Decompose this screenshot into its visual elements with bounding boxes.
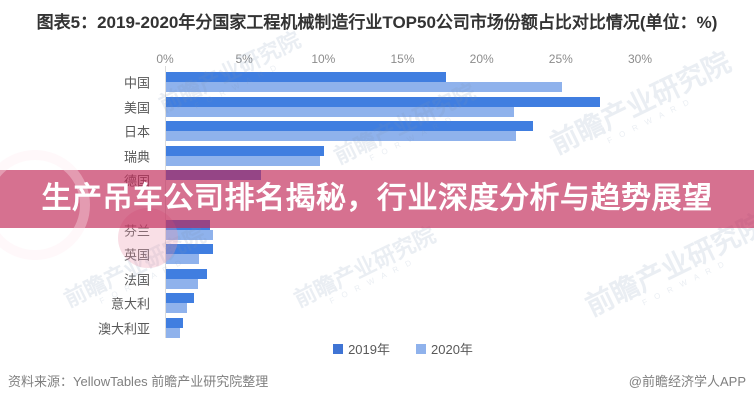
chart-legend: 2019年 2020年 xyxy=(26,339,754,358)
headline-banner xyxy=(0,170,754,228)
bar-2020年-澳大利亚 xyxy=(166,328,181,338)
category-label: 意大利 xyxy=(110,296,150,312)
category-label: 英国 xyxy=(123,247,150,263)
legend-item-2019: 2019年 xyxy=(333,339,390,358)
bar-2019年-美国 xyxy=(166,96,600,107)
bar-2019年-中国 xyxy=(166,72,447,82)
legend-label-2019: 2019年 xyxy=(348,342,390,357)
x-tick-label: 30% xyxy=(627,52,652,66)
x-tick-label: 25% xyxy=(548,52,573,66)
category-label: 澳大利亚 xyxy=(97,321,150,337)
category-label: 瑞典 xyxy=(123,149,150,165)
legend-swatch-2019 xyxy=(333,343,344,354)
category-label: 法国 xyxy=(123,272,150,288)
headline-banner-text: 生产吊车公司排名揭秘，行业深度分析与趋势展望 xyxy=(41,182,713,215)
bar-2020年-法国 xyxy=(166,278,198,289)
legend-label-2020: 2020年 xyxy=(431,342,473,357)
bar-2019年-澳大利亚 xyxy=(166,318,184,328)
legend-item-2020: 2020年 xyxy=(416,339,473,358)
bar-2019年-瑞典 xyxy=(166,145,325,156)
bar-2020年-美国 xyxy=(166,106,515,117)
bar-2020年-芬兰 xyxy=(166,229,214,240)
bar-2020年-中国 xyxy=(166,82,562,92)
category-label: 日本 xyxy=(123,124,150,140)
x-tick-label: 0% xyxy=(156,52,174,66)
bar-2020年-日本 xyxy=(166,131,516,142)
source-text: 资料来源：YellowTables 前瞻产业研究院整理 xyxy=(8,374,269,389)
bar-2020年-瑞典 xyxy=(166,155,320,166)
category-label: 中国 xyxy=(123,75,150,91)
x-tick-label: 15% xyxy=(390,52,415,66)
bar-2019年-日本 xyxy=(166,121,534,132)
credit-text: @前瞻经济学人APP xyxy=(628,374,746,389)
bar-2020年-意大利 xyxy=(166,303,187,314)
x-tick-label: 20% xyxy=(469,52,494,66)
x-tick-label: 10% xyxy=(311,52,336,66)
bar-2019年-法国 xyxy=(166,268,208,279)
chart-title: 图表5：2019-2020年分国家工程机械制造行业TOP50公司市场份额占比对比… xyxy=(36,13,718,32)
bar-2019年-意大利 xyxy=(166,293,195,304)
bar-2020年-英国 xyxy=(166,254,200,265)
legend-swatch-2020 xyxy=(416,343,426,354)
category-label: 美国 xyxy=(123,100,150,116)
x-tick-label: 5% xyxy=(235,52,253,66)
bar-2019年-英国 xyxy=(166,244,214,255)
